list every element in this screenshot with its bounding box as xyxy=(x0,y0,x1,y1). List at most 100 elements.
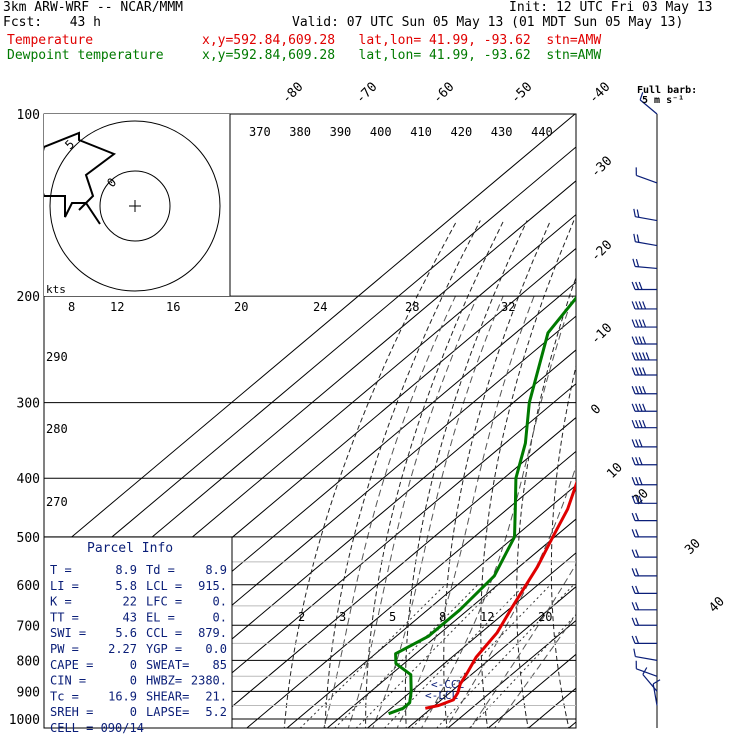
wind-barb-flag xyxy=(638,367,643,376)
isotherm-line xyxy=(44,114,576,561)
wind-barb xyxy=(631,529,657,538)
temperature-legend: Temperature xyxy=(7,33,94,48)
barb-key-title: Full barb: xyxy=(637,85,698,96)
mixing-ratio-label: 12 xyxy=(110,300,124,314)
wind-barb xyxy=(632,258,658,270)
pressure-tick-label: 700 xyxy=(17,619,40,634)
parcel-field-value: 8.9 xyxy=(115,563,137,577)
isotherm-line xyxy=(487,653,576,728)
mixing-ratio-label: 2 xyxy=(298,610,305,624)
parcel-field-value: 0 xyxy=(130,705,137,719)
parcel-field-value: 85 xyxy=(213,658,227,672)
wind-barb-flag xyxy=(642,301,647,310)
wind-barb-flag xyxy=(631,281,636,290)
wind-barb xyxy=(631,281,657,291)
pressure-tick-label: 300 xyxy=(17,397,40,412)
mixing-ratio-label: 3 xyxy=(339,610,346,624)
isotherm-label: -80 xyxy=(279,80,306,107)
wind-barb-flag xyxy=(631,457,636,465)
wind-barb xyxy=(631,602,657,611)
wind-barb xyxy=(633,208,658,222)
pressure-tick-label: 200 xyxy=(17,290,40,305)
mixing-ratio-line xyxy=(468,614,576,728)
wind-barb-staff xyxy=(635,265,658,270)
isotherm-label: -70 xyxy=(353,80,380,107)
mixing-ratio-label: 8 xyxy=(68,300,75,314)
pressure-tick-label: 1000 xyxy=(9,713,40,728)
temperature-profile xyxy=(424,480,576,710)
isotherm-label: 0 xyxy=(588,402,604,418)
wind-barb-staff xyxy=(635,655,658,661)
wind-barb-flag xyxy=(652,679,661,685)
wind-barb-flag xyxy=(632,258,636,267)
parcel-info-box xyxy=(43,536,233,729)
mixing-ratio-line xyxy=(383,584,525,728)
wind-barb-flag xyxy=(631,352,636,361)
forecast-label: Fcst: xyxy=(3,15,43,30)
model-title: 3km ARW-WRF -- NCAR/MMM xyxy=(3,0,184,15)
wind-barb xyxy=(631,420,657,429)
moist-adiabat-line xyxy=(323,295,456,728)
parcel-field-label: K = xyxy=(50,595,72,609)
parcel-field-label: T = xyxy=(50,563,72,577)
wind-barb-flag xyxy=(635,529,640,538)
wind-barb xyxy=(631,319,657,328)
wind-barb-staff xyxy=(635,216,658,222)
dry-adiabat-line xyxy=(283,220,458,728)
wind-barb-flag xyxy=(631,568,636,577)
wind-barb-flag xyxy=(642,352,647,361)
dry-adiabat-label: 270 xyxy=(46,495,68,509)
pressure-tick-label: 600 xyxy=(17,579,40,594)
parcel-field-value: 16.9 xyxy=(108,689,137,703)
wind-barb-flag xyxy=(631,439,636,448)
theta-e-label: 410 xyxy=(410,125,432,139)
isotherm-label: 30 xyxy=(682,536,704,558)
wind-barb-flag xyxy=(631,386,636,394)
mixing-ratio-line xyxy=(299,584,446,728)
wind-barb-flag xyxy=(638,301,643,310)
parcel-field-value: 0 xyxy=(130,674,137,688)
wind-barb-flag xyxy=(638,352,643,361)
dewpoint-profile xyxy=(388,295,576,716)
dry-adiabat-label: 290 xyxy=(46,350,68,364)
isotherm-label: -60 xyxy=(430,80,457,107)
parcel-field-value: 5.8 xyxy=(115,579,137,593)
wind-barb-flag xyxy=(635,281,640,290)
parcel-field-label: SWI = xyxy=(50,626,86,640)
pressure-tick-label: 800 xyxy=(17,654,40,669)
wind-barb-flag xyxy=(631,336,636,345)
wind-barb xyxy=(635,660,658,677)
wind-barb-flag xyxy=(642,367,647,376)
wind-barb-flag xyxy=(636,209,640,218)
wind-barb-flag xyxy=(638,495,643,504)
wind-barb xyxy=(631,403,657,412)
isotherm-label: 20 xyxy=(630,486,652,508)
isotherm-label: -10 xyxy=(588,321,615,348)
wind-barb-staff xyxy=(642,674,658,692)
wind-barb-flag xyxy=(635,512,640,521)
wind-barb-flag xyxy=(638,420,643,428)
mixing-ratio-label: 12 xyxy=(480,610,494,624)
wind-barb-flag xyxy=(631,495,636,504)
pressure-tick-label: 400 xyxy=(17,472,40,487)
wind-barb-flag xyxy=(635,319,640,328)
wind-barb-flag xyxy=(638,403,643,412)
theta-e-label: 400 xyxy=(370,125,392,139)
wind-barb-flag xyxy=(631,477,636,485)
valid-time: Valid: 07 UTC Sun 05 May 13 (01 MDT Sun … xyxy=(292,15,684,30)
wind-barb-flag xyxy=(635,352,640,361)
parcel-field-value: 0 xyxy=(130,658,137,672)
wind-barb-flag xyxy=(642,319,647,328)
wind-barb-flag xyxy=(635,403,640,412)
parcel-field-value: 22 xyxy=(123,595,137,609)
parcel-field-label: LI = xyxy=(50,579,79,593)
wind-barb-flag xyxy=(642,403,647,412)
wind-barb-flag xyxy=(631,585,636,594)
wind-barb-flag xyxy=(635,617,640,626)
wind-barb-flag xyxy=(635,549,640,558)
isotherm-line xyxy=(246,450,576,728)
wind-barb-flag xyxy=(639,92,644,101)
wind-barb-staff xyxy=(652,683,658,706)
wind-barb-flag xyxy=(638,281,643,290)
wind-barb-staff xyxy=(636,668,658,677)
